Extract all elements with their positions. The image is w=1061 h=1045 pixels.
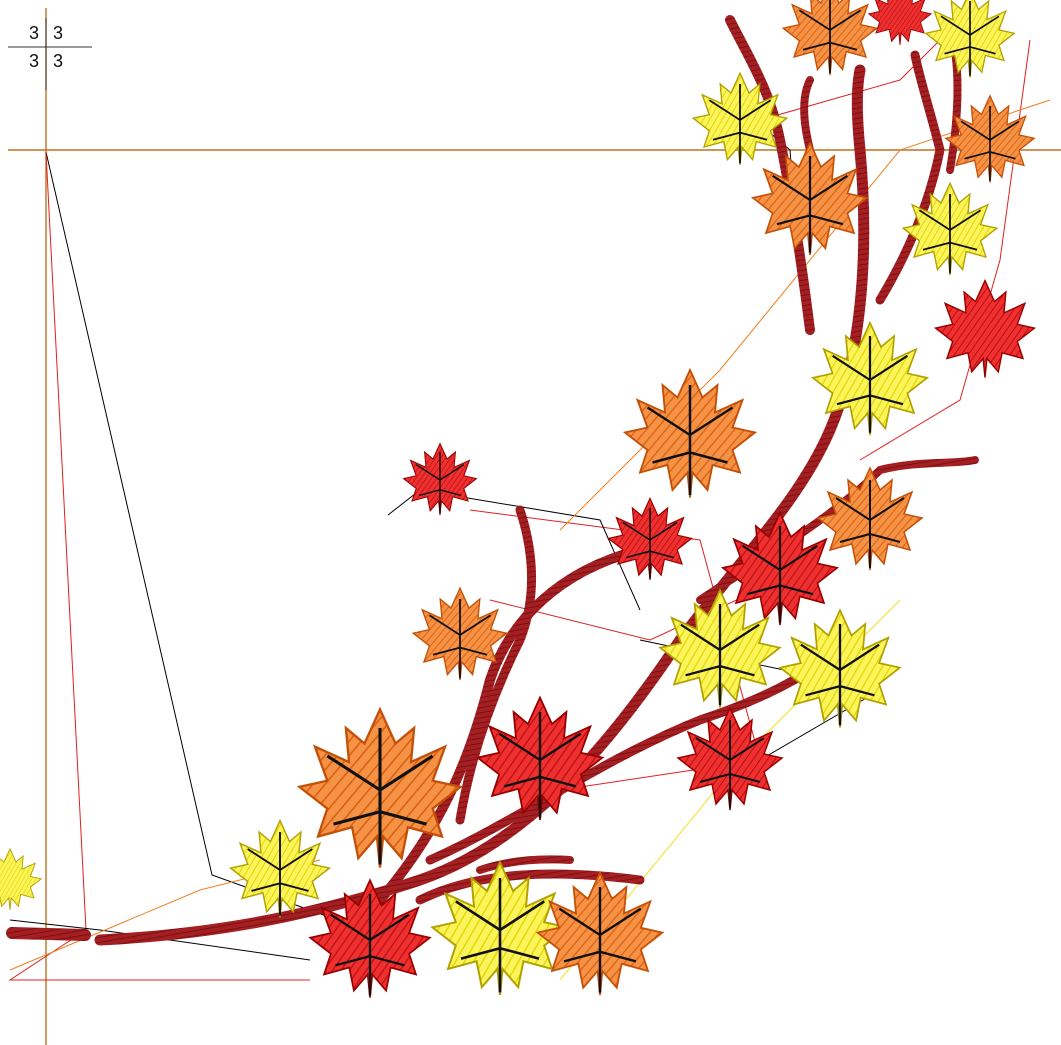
leaf-orange <box>298 708 462 869</box>
leaf-red <box>403 443 477 516</box>
leaf-orange <box>817 467 923 571</box>
leaf-yellow <box>925 0 1015 79</box>
hoop-indicator-bottom-right: 3 <box>53 51 64 71</box>
leaf-yellow <box>902 182 998 276</box>
leaf-orange <box>536 871 664 996</box>
leaf-red <box>934 279 1036 379</box>
hoop-guides <box>8 8 1061 1045</box>
leaf-yellow <box>0 848 42 911</box>
hoop-indicator-top-right: 3 <box>53 23 64 43</box>
leaf-yellow <box>692 72 788 166</box>
leaf-yellow <box>431 861 569 996</box>
branches <box>6 15 979 946</box>
leaf-orange <box>751 141 869 256</box>
leaf-yellow <box>229 819 331 919</box>
leaf-yellow <box>779 609 901 729</box>
hoop-indicator-lines <box>8 18 92 90</box>
leaf-orange <box>782 0 878 76</box>
leaf-red <box>309 879 431 999</box>
leaf-orange <box>624 369 756 499</box>
leaf-red <box>868 0 932 46</box>
hoop-indicator-top-left: 3 <box>29 23 40 43</box>
leaf-red <box>476 696 604 821</box>
hoop-indicator-bottom-left: 3 <box>29 51 40 71</box>
